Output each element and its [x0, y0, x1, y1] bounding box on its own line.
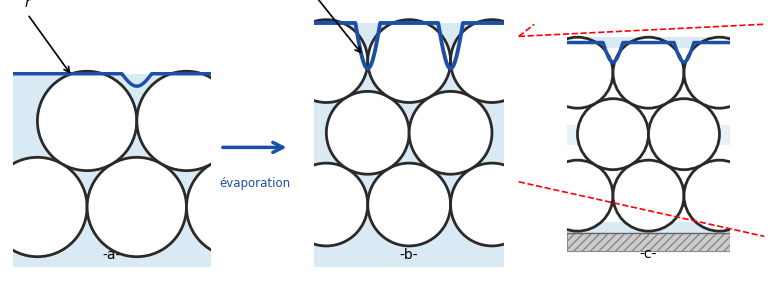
- Circle shape: [285, 20, 367, 102]
- Circle shape: [327, 92, 409, 174]
- Text: -b-: -b-: [400, 248, 418, 262]
- Circle shape: [577, 99, 648, 170]
- Bar: [567, 222, 730, 233]
- Circle shape: [451, 20, 533, 102]
- Circle shape: [37, 71, 137, 171]
- Bar: [314, 10, 504, 23]
- Circle shape: [542, 37, 613, 108]
- Circle shape: [613, 37, 684, 108]
- Circle shape: [87, 157, 187, 257]
- Circle shape: [367, 163, 451, 246]
- Circle shape: [684, 160, 755, 231]
- Bar: [567, 125, 730, 145]
- Circle shape: [409, 92, 492, 174]
- Bar: [12, 8, 212, 74]
- Text: r: r: [25, 0, 31, 10]
- Circle shape: [285, 163, 367, 246]
- Polygon shape: [297, 23, 521, 267]
- Circle shape: [137, 71, 236, 171]
- Polygon shape: [12, 74, 222, 267]
- Circle shape: [648, 99, 720, 170]
- Circle shape: [542, 160, 613, 231]
- Bar: [567, 37, 730, 48]
- Bar: [567, 233, 730, 251]
- Text: -c-: -c-: [640, 247, 657, 261]
- Circle shape: [613, 160, 684, 231]
- Text: évaporation: évaporation: [219, 177, 290, 190]
- Text: -a-: -a-: [103, 248, 121, 262]
- Circle shape: [367, 20, 451, 102]
- Circle shape: [684, 37, 755, 108]
- Circle shape: [0, 157, 87, 257]
- Circle shape: [451, 163, 533, 246]
- Circle shape: [187, 157, 286, 257]
